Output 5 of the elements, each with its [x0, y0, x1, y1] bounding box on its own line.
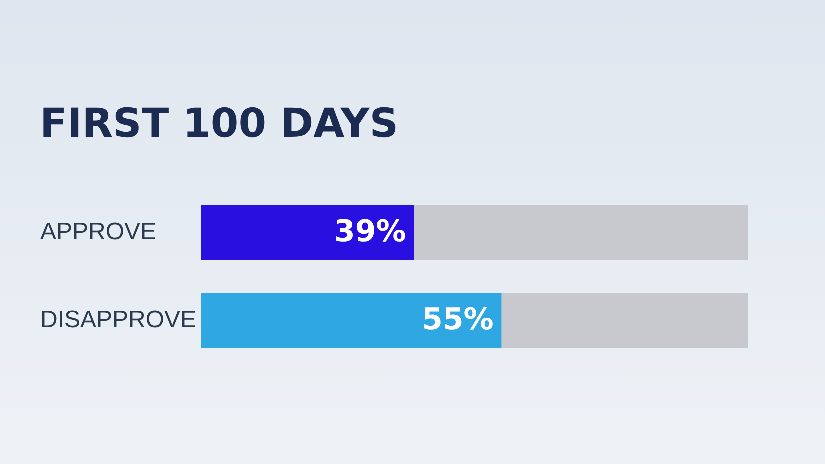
y-tick-label: APPROVE — [40, 218, 157, 246]
y-tick-label: DISAPPROVE — [40, 306, 197, 334]
data-label: 55% — [422, 302, 494, 338]
chart-title: FIRST 100 DAYS — [40, 101, 399, 147]
data-label: 39% — [334, 214, 406, 250]
